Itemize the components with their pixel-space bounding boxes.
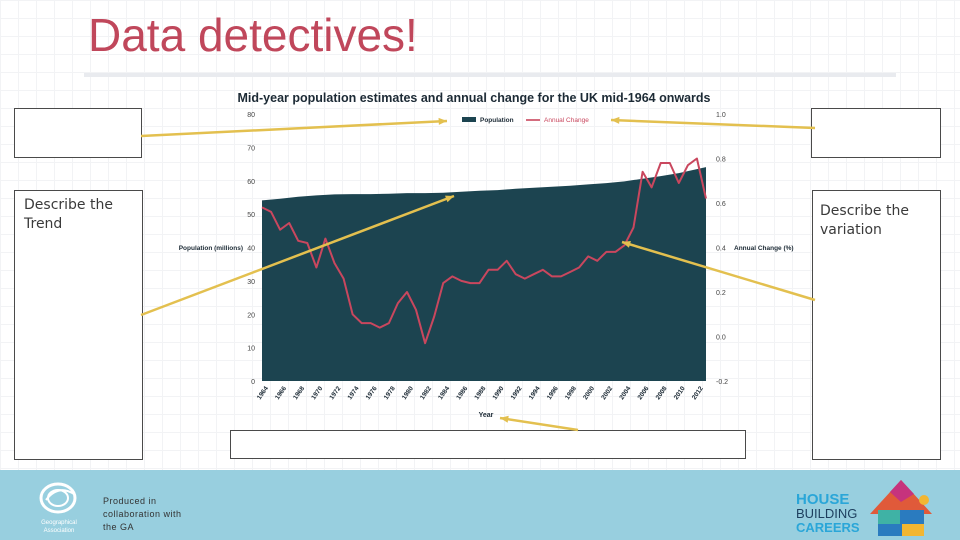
x-tick-label: 1980 xyxy=(401,385,415,401)
y-left-tick-label: 80 xyxy=(247,112,255,119)
y-left-tick-label: 50 xyxy=(247,212,255,219)
y-right-tick-label: 0.6 xyxy=(716,201,726,208)
answer-box-top-left[interactable] xyxy=(14,108,142,158)
y-right-tick-label: 1.0 xyxy=(716,112,726,119)
legend-swatch-population xyxy=(462,117,476,122)
x-tick-label: 2008 xyxy=(655,385,669,401)
arrow-trend xyxy=(140,194,455,317)
arrow-top-right xyxy=(610,118,816,130)
x-tick-label: 1982 xyxy=(419,385,433,401)
x-tick-label: 2010 xyxy=(673,385,687,401)
footer-bar xyxy=(0,470,960,540)
y-left-tick-label: 60 xyxy=(247,179,255,186)
x-axis-label: Year xyxy=(479,412,494,419)
x-tick-label: 1990 xyxy=(491,385,505,401)
answer-box-variation[interactable] xyxy=(812,190,941,460)
footer-credit: Produced in collaboration with the GA xyxy=(103,496,182,532)
ga-logo-text: Geographical xyxy=(41,520,77,526)
slide-title: Data detectives! xyxy=(88,9,418,61)
answer-box-trend[interactable] xyxy=(14,190,143,460)
x-tick-label: 1994 xyxy=(528,385,542,401)
arrow-variation xyxy=(621,240,816,302)
legend: Population Annual Change xyxy=(462,117,589,124)
x-tick-label: 1998 xyxy=(564,385,578,401)
y-axis-left-label: Population (millions) xyxy=(179,245,243,252)
answer-box-bottom[interactable] xyxy=(230,430,746,459)
arrow-bottom-head xyxy=(500,415,509,423)
y-right-tick-label: 0.8 xyxy=(716,157,726,164)
x-tick-label: 1988 xyxy=(473,385,487,401)
trend-prompt: Describe the Trend xyxy=(24,197,113,232)
x-tick-label: 2006 xyxy=(636,385,650,401)
x-tick-label: 1972 xyxy=(328,385,342,401)
puzzle-house-icon xyxy=(870,480,932,536)
x-tick-label: 1970 xyxy=(310,385,324,401)
x-tick-label: 1974 xyxy=(347,385,361,401)
brand-line-3: CAREERS xyxy=(796,520,860,535)
x-tick-label: 1986 xyxy=(455,385,469,401)
house-building-careers-brand: HOUSE BUILDING CAREERS xyxy=(796,491,860,535)
chart-title: Mid-year population estimates and annual… xyxy=(237,91,710,105)
x-tick-label: 2004 xyxy=(618,385,632,401)
x-tick-label: 1968 xyxy=(292,385,306,401)
x-tick-label: 1976 xyxy=(365,385,379,401)
x-tick-label: 2002 xyxy=(600,385,614,401)
legend-label-annual-change: Annual Change xyxy=(544,117,589,124)
y-left-tick-label: 70 xyxy=(247,145,255,152)
y-right-tick-label: 0.2 xyxy=(716,290,726,297)
arrow-variation-head xyxy=(622,241,631,248)
y-axis-right-label: Annual Change (%) xyxy=(734,245,794,252)
population-chart: Mid-year population estimates and annual… xyxy=(140,91,816,432)
population-area xyxy=(262,167,706,381)
x-tick-label: 2012 xyxy=(691,385,705,401)
arrow-top-left-head xyxy=(438,117,447,125)
annotation-arrows xyxy=(140,116,816,432)
ga-logo-text-2: Association xyxy=(44,528,75,534)
plot-area xyxy=(261,157,707,381)
y-right-tick-label: -0.2 xyxy=(716,379,728,386)
x-tick-label: 1992 xyxy=(510,385,524,401)
brand-line-2: BUILDING xyxy=(796,506,858,521)
answer-box-top-right[interactable] xyxy=(811,108,941,158)
x-tick-label: 2000 xyxy=(582,385,596,401)
title-divider xyxy=(84,73,896,77)
y-right-tick-label: 0.4 xyxy=(716,246,726,253)
arrow-top-left xyxy=(140,119,448,138)
y-right-tick-label: 0.0 xyxy=(716,335,726,342)
arrow-bottom xyxy=(499,416,579,432)
x-tick-label: 1964 xyxy=(256,385,270,401)
y-left-tick-label: 30 xyxy=(247,279,255,286)
arrow-top-right-head xyxy=(611,116,620,124)
ga-logo: Geographical Association xyxy=(39,482,77,534)
y-left-tick-label: 0 xyxy=(251,379,255,386)
brand-line-1: HOUSE xyxy=(796,491,850,508)
x-tick-label: 1984 xyxy=(437,385,451,401)
annual-change-line xyxy=(261,157,707,345)
x-tick-label: 1978 xyxy=(383,385,397,401)
variation-prompt: Describe the variation xyxy=(820,203,909,238)
arrow-trend-head xyxy=(445,195,454,203)
x-tick-label: 1966 xyxy=(274,385,288,401)
x-tick-label: 1996 xyxy=(546,385,560,401)
y-left-tick-label: 10 xyxy=(247,346,255,353)
legend-label-population: Population xyxy=(480,117,514,124)
y-left-tick-label: 40 xyxy=(247,246,255,253)
y-left-tick-label: 20 xyxy=(247,312,255,319)
